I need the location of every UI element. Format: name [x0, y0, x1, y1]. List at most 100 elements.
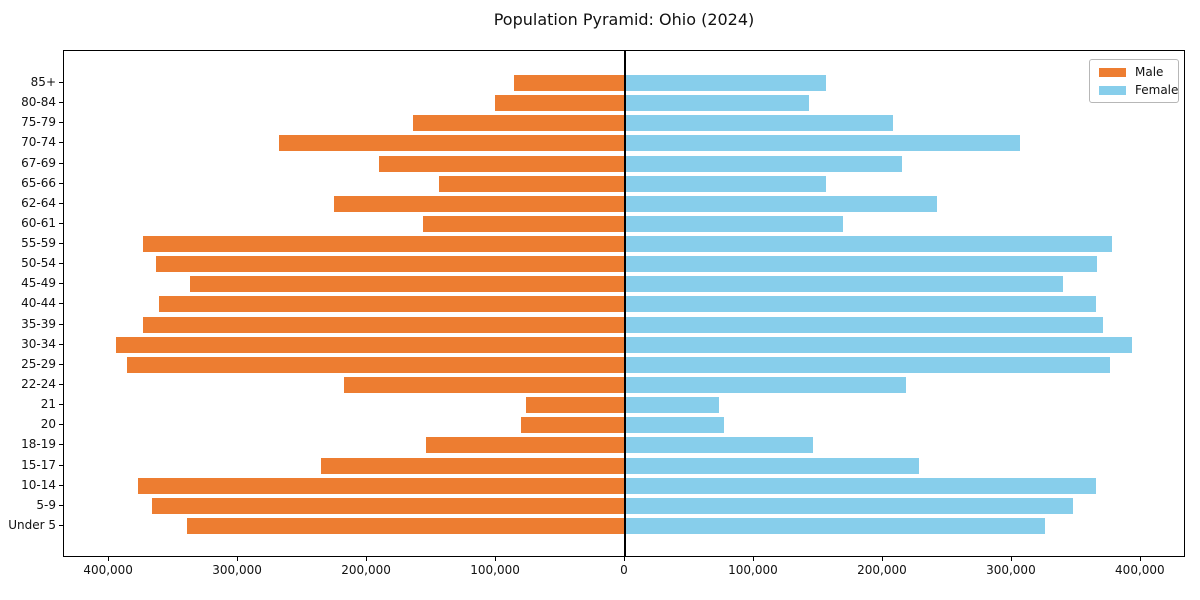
- female-bar-35-39: [625, 316, 1104, 333]
- male-bar-80-84: [494, 95, 625, 112]
- male-bar-85+: [514, 75, 625, 91]
- zero-axis-line: [624, 51, 626, 556]
- female-bar-25-29: [625, 356, 1110, 373]
- female-bar-22-24: [625, 377, 907, 394]
- female-bar-30-34: [625, 336, 1132, 353]
- y-tick-label-65-66: 65-66: [21, 175, 56, 190]
- y-tick-mark: [59, 283, 63, 285]
- female-bar-21: [625, 397, 720, 414]
- male-bar-5-9: [151, 497, 625, 514]
- male-swatch-icon: [1099, 67, 1126, 77]
- y-tick-label-35-39: 35-39: [21, 316, 56, 331]
- y-tick-label-20: 20: [40, 417, 56, 432]
- x-tick-label-6: 200,000: [857, 563, 907, 577]
- x-tick-label-8: 400,000: [1115, 563, 1165, 577]
- y-tick-mark: [59, 484, 63, 486]
- female-bar-5-9: [625, 497, 1073, 514]
- y-tick-mark: [59, 142, 63, 144]
- female-bar-80-84: [625, 95, 810, 112]
- y-tick-mark: [59, 122, 63, 124]
- x-tick-mark: [881, 557, 883, 561]
- female-bar-60-61: [625, 215, 843, 232]
- male-bar-40-44: [159, 296, 625, 313]
- female-bar-50-54: [625, 256, 1097, 273]
- y-tick-mark: [59, 202, 63, 204]
- legend: Male Female: [1089, 59, 1179, 103]
- x-tick-mark: [1010, 557, 1012, 561]
- y-tick-label-15-17: 15-17: [21, 457, 56, 472]
- y-tick-label-55-59: 55-59: [21, 236, 56, 251]
- x-tick-label-0: 400,000: [83, 563, 133, 577]
- chart-title: Population Pyramid: Ohio (2024): [493, 10, 755, 29]
- y-tick-mark: [59, 444, 63, 446]
- y-tick-label-60-61: 60-61: [21, 215, 56, 230]
- y-tick-label-5-9: 5-9: [36, 497, 56, 512]
- y-tick-mark: [59, 384, 63, 386]
- y-tick-mark: [59, 363, 63, 365]
- x-tick-mark: [1139, 557, 1141, 561]
- y-tick-mark: [59, 263, 63, 265]
- y-tick-label-30-34: 30-34: [21, 336, 56, 351]
- male-bar-Under 5: [186, 517, 625, 534]
- x-tick-label-5: 100,000: [728, 563, 778, 577]
- female-bar-18-19: [625, 437, 814, 454]
- x-tick-label-7: 300,000: [986, 563, 1036, 577]
- male-bar-22-24: [343, 377, 625, 394]
- y-tick-mark: [59, 323, 63, 325]
- male-bar-30-34: [115, 336, 625, 353]
- y-tick-mark: [59, 182, 63, 184]
- y-tick-label-80-84: 80-84: [21, 95, 56, 110]
- y-tick-label-45-49: 45-49: [21, 276, 56, 291]
- legend-entry-male: Male: [1090, 64, 1178, 79]
- male-bar-35-39: [142, 316, 625, 333]
- female-bar-20: [625, 417, 725, 434]
- legend-entry-female: Female: [1090, 82, 1179, 97]
- y-tick-mark: [59, 424, 63, 426]
- y-tick-mark: [59, 82, 63, 83]
- y-tick-mark: [59, 464, 63, 466]
- x-tick-label-2: 200,000: [341, 563, 391, 577]
- x-tick-mark: [752, 557, 754, 561]
- y-tick-label-10-14: 10-14: [21, 477, 56, 492]
- male-bar-60-61: [422, 215, 625, 232]
- legend-label-female: Female: [1135, 82, 1179, 97]
- y-tick-label-Under 5: Under 5: [8, 517, 56, 532]
- x-tick-label-4: 0: [620, 563, 628, 577]
- y-tick-mark: [59, 504, 63, 506]
- x-tick-mark: [237, 557, 239, 561]
- female-bar-10-14: [625, 477, 1096, 494]
- plot-area: Male Female: [63, 50, 1185, 557]
- y-tick-label-21: 21: [40, 397, 56, 412]
- female-bar-15-17: [625, 457, 920, 474]
- y-tick-label-85+: 85+: [30, 75, 56, 89]
- female-bar-40-44: [625, 296, 1096, 313]
- male-bar-15-17: [320, 457, 625, 474]
- male-bar-70-74: [279, 135, 625, 152]
- male-bar-10-14: [137, 477, 625, 494]
- y-tick-label-40-44: 40-44: [21, 296, 56, 311]
- x-tick-label-1: 300,000: [212, 563, 262, 577]
- y-tick-label-62-64: 62-64: [21, 195, 56, 210]
- y-tick-mark: [59, 404, 63, 406]
- male-bar-21: [525, 397, 625, 414]
- female-bar-70-74: [625, 135, 1020, 152]
- male-bar-20: [520, 417, 625, 434]
- male-bar-75-79: [413, 115, 625, 132]
- male-bar-62-64: [333, 195, 625, 212]
- male-bar-67-69: [378, 155, 625, 172]
- male-bar-55-59: [142, 236, 625, 253]
- female-bar-75-79: [625, 115, 894, 132]
- x-tick-mark: [366, 557, 368, 561]
- y-tick-mark: [59, 222, 63, 224]
- x-tick-mark: [495, 557, 497, 561]
- female-bar-Under 5: [625, 517, 1046, 534]
- y-tick-mark: [59, 303, 63, 305]
- y-tick-mark: [59, 102, 63, 104]
- legend-label-male: Male: [1135, 64, 1164, 79]
- y-tick-mark: [59, 524, 63, 526]
- male-bar-65-66: [439, 175, 625, 192]
- y-tick-mark: [59, 343, 63, 345]
- female-bar-55-59: [625, 236, 1113, 253]
- x-tick-mark: [108, 557, 110, 561]
